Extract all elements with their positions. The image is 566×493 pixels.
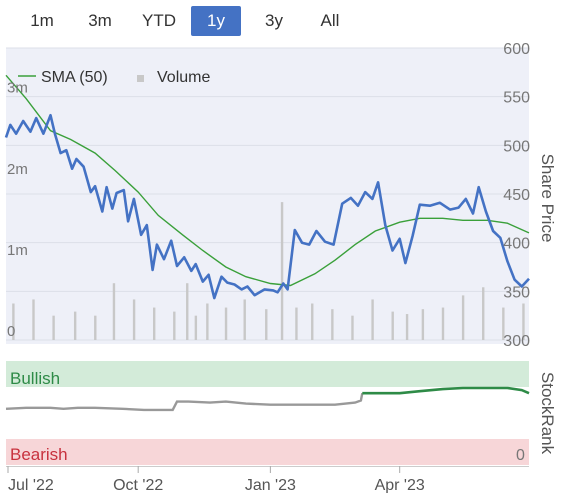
- volume-tick-label: 3m: [7, 80, 28, 97]
- stockrank-line-bullish: [362, 386, 530, 395]
- range-tab-1m[interactable]: 1m: [30, 11, 54, 30]
- volume-legend-marker: [137, 75, 144, 82]
- volume-tick-label: 0: [7, 323, 15, 340]
- volume-bars: [12, 202, 525, 340]
- volume-bar: [12, 303, 15, 340]
- volume-bar: [391, 311, 394, 340]
- price-tick-label: 300: [503, 333, 530, 346]
- x-tick-label: Jan '23: [245, 477, 296, 493]
- stockrank-zero-tick: 0: [516, 447, 525, 464]
- volume-tick-label: 2m: [7, 161, 28, 178]
- price-left-ticks: 3m 2m 1m 0: [7, 80, 28, 340]
- volume-bar: [186, 283, 189, 340]
- volume-bar: [280, 202, 284, 340]
- volume-bar: [265, 309, 268, 340]
- volume-bar: [421, 309, 425, 340]
- price-grid: [6, 47, 529, 341]
- volume-bar: [132, 299, 136, 340]
- price-tick-label: 400: [503, 236, 530, 253]
- volume-bar: [112, 283, 116, 340]
- volume-bar: [173, 311, 176, 340]
- volume-tick-label: 1m: [7, 242, 28, 259]
- price-tick-label: 450: [503, 187, 530, 204]
- x-axis-ticks: Jul '22 Oct '22 Jan '23 Apr '23: [7, 466, 425, 493]
- share-price-axis-label: Share Price: [538, 154, 557, 243]
- x-axis: Jul '22 Oct '22 Jan '23 Apr '23: [6, 466, 529, 493]
- volume-bar: [243, 299, 246, 340]
- range-tab-ytd[interactable]: YTD: [142, 11, 176, 30]
- volume-legend-label: Volume: [157, 69, 210, 86]
- bearish-band: [6, 439, 529, 465]
- price-tick-label: 500: [503, 138, 530, 155]
- chart-legend: SMA (50) Volume: [18, 69, 210, 86]
- volume-bar: [482, 287, 485, 340]
- range-tab-3m[interactable]: 3m: [88, 11, 112, 30]
- bullish-band: [6, 361, 529, 387]
- range-tab-3y[interactable]: 3y: [265, 11, 283, 30]
- volume-bar: [441, 307, 445, 340]
- price-chart: 600 550 500 450 400 350 300 3m 2m 1m 0 SMA (50) V…: [4, 41, 557, 346]
- sma-legend-label: SMA (50): [41, 69, 108, 86]
- x-tick-label: Jul '22: [8, 477, 54, 493]
- volume-bar: [522, 303, 525, 340]
- volume-bar: [224, 307, 228, 340]
- rank-series: [5, 386, 530, 412]
- range-tab-all[interactable]: All: [320, 11, 340, 30]
- x-tick-label: Oct '22: [113, 477, 163, 493]
- volume-bar: [194, 315, 198, 340]
- volume-bar: [461, 295, 465, 340]
- volume-bar: [206, 303, 209, 340]
- x-tick-label: Apr '23: [375, 477, 425, 493]
- volume-bar: [405, 314, 409, 340]
- volume-bar: [152, 307, 156, 340]
- volume-bar: [295, 307, 298, 340]
- plot-background: [6, 48, 529, 344]
- stockrank-axis-label: StockRank: [538, 372, 557, 455]
- share-price-line: [4, 113, 530, 300]
- volume-bar: [351, 315, 354, 340]
- volume-bar: [52, 315, 55, 340]
- price-right-ticks: 600 550 500 450 400 350 300: [503, 41, 530, 346]
- stockrank-line-neutral: [5, 392, 364, 412]
- price-tick-label: 350: [503, 284, 530, 301]
- volume-bar: [94, 315, 97, 340]
- sma-50-line: [5, 74, 530, 287]
- volume-bar: [331, 309, 334, 340]
- stockrank-chart: Bullish Bearish 0 StockRank: [5, 361, 557, 465]
- volume-bar: [32, 299, 35, 340]
- volume-bar: [73, 311, 77, 340]
- range-tab-1y[interactable]: 1y: [191, 6, 241, 36]
- price-tick-label: 600: [503, 41, 530, 58]
- volume-bar: [502, 307, 505, 340]
- range-tabs: 1m 3m YTD 1y 3y All: [0, 0, 566, 44]
- bullish-band-label: Bullish: [10, 369, 60, 388]
- bearish-band-label: Bearish: [10, 445, 68, 464]
- volume-bar: [311, 303, 314, 340]
- price-series: [4, 74, 530, 300]
- volume-bar: [371, 299, 374, 340]
- price-tick-label: 550: [503, 90, 530, 107]
